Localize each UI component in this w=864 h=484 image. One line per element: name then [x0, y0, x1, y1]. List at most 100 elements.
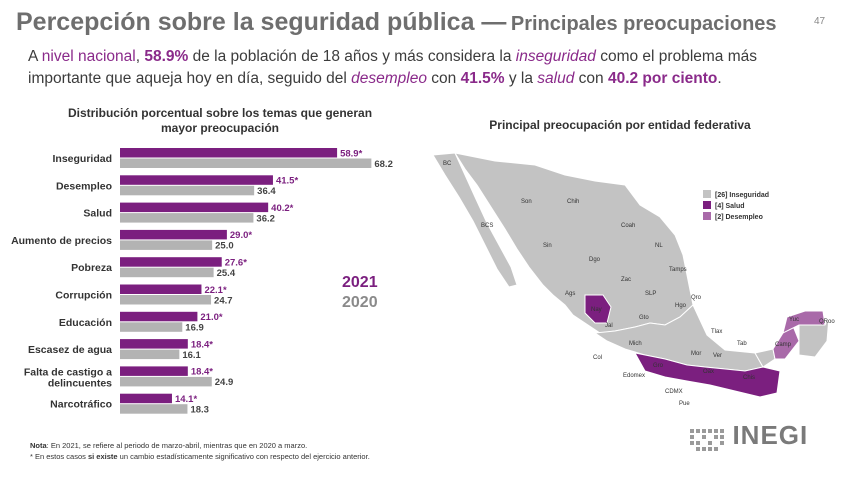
bar-chart: Inseguridad 58.9* 68.2 Desempleo 41.5*36.4 Sa… — [11, 148, 393, 416]
state-qroo — [798, 316, 830, 358]
state-label: Tlax — [711, 329, 722, 335]
data-label-2020: 24.9 — [215, 377, 234, 388]
category-label: Educación — [59, 317, 112, 329]
legend-swatch — [703, 212, 711, 220]
footnote-emphasis: si existe — [87, 452, 118, 461]
legend-2021: 2021 — [342, 274, 378, 291]
state-label: Hgo — [675, 303, 687, 309]
summary-part: como el problema más importante que aque… — [28, 48, 757, 87]
summary-part: con — [574, 70, 608, 87]
inegi-logo-icon — [690, 428, 724, 451]
state-label: Sin — [543, 243, 552, 249]
inegi-logo-text: INEGI — [732, 420, 809, 450]
state-label: Coah — [621, 223, 635, 229]
data-label-2020: 36.2 — [256, 213, 275, 224]
bar-2021 — [120, 175, 273, 185]
data-label-2020: 24.7 — [214, 295, 233, 306]
summary-part: A — [28, 48, 42, 65]
bar-2020 — [120, 267, 214, 278]
bar-2021 — [120, 339, 188, 349]
state-label: BC — [443, 161, 452, 167]
state-label: Ver — [713, 353, 722, 359]
page-title: Percepción sobre la seguridad pública — … — [16, 8, 816, 37]
state-label: Zac — [621, 277, 631, 283]
bar-2021 — [120, 366, 188, 376]
state-gro-oax-chis — [634, 352, 781, 398]
bar-2020 — [120, 376, 212, 387]
inegi-logo: INEGI — [690, 420, 808, 451]
state-label: Dgo — [589, 257, 601, 263]
legend-label: [26] Inseguridad — [715, 192, 769, 199]
category-label: Pobreza — [71, 262, 112, 274]
summary-text: A nivel nacional, 58.9% de la población … — [28, 46, 828, 90]
state-label: NL — [655, 243, 663, 249]
summary-part: , — [135, 48, 145, 65]
summary-value: 40.2 por ciento — [607, 70, 718, 87]
state-label: Mor — [691, 351, 701, 357]
data-label-2020: 25.0 — [215, 241, 234, 252]
state-bc — [432, 152, 518, 288]
data-label-2021: 14.1* — [175, 394, 197, 405]
data-label-2021: 58.9* — [340, 148, 362, 159]
category-label: Narcotráfico — [50, 399, 112, 411]
bar-2020 — [120, 185, 255, 196]
state-label: Chis — [743, 375, 755, 381]
summary-emphasis: inseguridad — [515, 48, 596, 65]
map-shapes — [432, 152, 830, 398]
state-label: Col — [593, 355, 602, 361]
data-label-2021: 29.0* — [230, 230, 252, 241]
state-label: Oax — [703, 369, 714, 375]
footnote-text: : En 2021, se refiere al periodo de marz… — [46, 441, 308, 450]
legend-swatch — [703, 201, 711, 209]
bar-2021 — [120, 148, 338, 158]
state-label: Pue — [679, 401, 690, 407]
state-label: Mich — [629, 341, 642, 347]
summary-emphasis: salud — [537, 70, 575, 87]
map-legend: [26] Inseguridad [4] Salud [2] Desempleo — [703, 190, 769, 221]
state-label: Tab — [737, 341, 747, 347]
summary-value: 41.5% — [460, 70, 505, 87]
data-label-2020: 25.4 — [217, 268, 236, 279]
state-label: Edomex — [623, 373, 645, 379]
footnote-2: * En estos casos si existe un cambio est… — [30, 452, 370, 461]
state-label: Ags — [565, 291, 575, 297]
title-sub: Principales preocupaciones — [510, 13, 777, 35]
category-label: Escasez de agua — [28, 344, 112, 356]
map-labels: BC Son Chih BCS Sin Coah NL Dgo Tamps Zac SLP Ags Na… — [443, 161, 835, 407]
legend-label: [2] Desempleo — [715, 214, 763, 221]
bar-2021 — [120, 284, 202, 294]
state-label: Chih — [567, 199, 579, 205]
data-label-2021: 18.4* — [191, 367, 213, 378]
bar-2021 — [120, 257, 222, 267]
category-label: Inseguridad — [52, 153, 112, 165]
summary-value: 58.9% — [144, 48, 189, 65]
state-label: CDMX — [665, 389, 683, 395]
page-number: 47 — [814, 16, 826, 27]
bar-2020 — [120, 404, 188, 414]
state-nay — [584, 294, 612, 324]
data-label-2020: 16.9 — [185, 323, 204, 334]
state-label: Qro — [691, 295, 702, 301]
summary-part: de la población de 18 años y más conside… — [188, 48, 516, 65]
state-label: Yuc — [789, 317, 799, 323]
summary-part: . — [717, 70, 722, 87]
state-label: Son — [521, 199, 532, 205]
summary-emphasis: nivel nacional — [41, 48, 136, 65]
state-label: SLP — [645, 291, 656, 297]
state-label: Nay — [591, 307, 602, 313]
data-label-2020: 68.2 — [374, 159, 393, 170]
data-label-2020: 18.3 — [190, 405, 209, 416]
state-label: BCS — [481, 223, 493, 229]
footnote-text: * En estos casos — [30, 452, 88, 461]
data-label-2021: 40.2* — [271, 203, 293, 214]
data-label-2021: 22.1* — [204, 285, 226, 296]
category-label: Desempleo — [56, 180, 112, 192]
bar-2021 — [120, 229, 227, 240]
data-label-2021: 27.6* — [225, 258, 247, 269]
state-label: QRoo — [819, 319, 835, 325]
summary-part: con — [426, 70, 461, 87]
bar-2020 — [120, 158, 372, 168]
state-label: Jal — [605, 323, 613, 329]
category-label: Falta de castigo a — [24, 366, 112, 378]
footnote-text: un cambio estadísticamente significativo… — [117, 452, 370, 461]
